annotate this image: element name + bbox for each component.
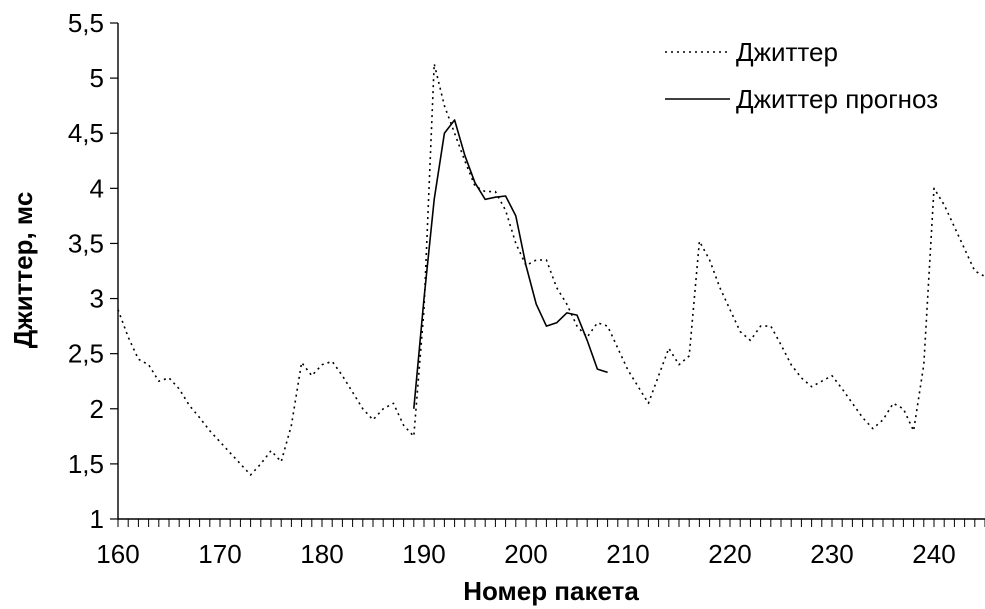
y-tick-label: 3,5 bbox=[68, 228, 104, 258]
series-line-1 bbox=[413, 119, 608, 409]
y-tick-label: 2 bbox=[90, 394, 104, 424]
y-tick-label: 1 bbox=[90, 504, 104, 534]
x-tick-label: 170 bbox=[198, 539, 241, 569]
series-layer bbox=[117, 62, 985, 476]
y-tick-label: 4 bbox=[90, 173, 104, 203]
x-tick-label: 230 bbox=[810, 539, 853, 569]
x-tick-label: 180 bbox=[300, 539, 343, 569]
x-tick-label: 200 bbox=[504, 539, 547, 569]
x-tick-label: 210 bbox=[606, 539, 649, 569]
legend-label-jitter-forecast: Джиттер прогноз bbox=[736, 84, 938, 114]
x-tick-label: 190 bbox=[402, 539, 445, 569]
y-axis-ticks: 1 1,5 2 2,5 3 3,5 4 4,5 5 5,5 bbox=[68, 8, 118, 534]
x-tick-label: 220 bbox=[708, 539, 751, 569]
y-tick-label: 3 bbox=[90, 284, 104, 314]
x-tick-label: 240 bbox=[912, 539, 955, 569]
axes bbox=[117, 23, 985, 520]
y-tick-label: 5 bbox=[90, 63, 104, 93]
y-tick-label: 1,5 bbox=[68, 449, 104, 479]
x-axis-ticks: 160 170 180 190 200 210 220 230 240 bbox=[96, 519, 985, 569]
y-tick-label: 5,5 bbox=[68, 8, 104, 38]
y-tick-label: 2,5 bbox=[68, 339, 104, 369]
y-tick-label: 4,5 bbox=[68, 118, 104, 148]
legend-label-jitter: Джиттер bbox=[736, 37, 838, 67]
legend: Джиттер Джиттер прогноз bbox=[665, 37, 938, 114]
x-tick-label: 160 bbox=[96, 539, 139, 569]
y-axis-title: Джиттер, мс bbox=[8, 192, 38, 349]
series-line-0 bbox=[117, 62, 985, 476]
x-axis-title: Номер пакета bbox=[463, 576, 639, 606]
